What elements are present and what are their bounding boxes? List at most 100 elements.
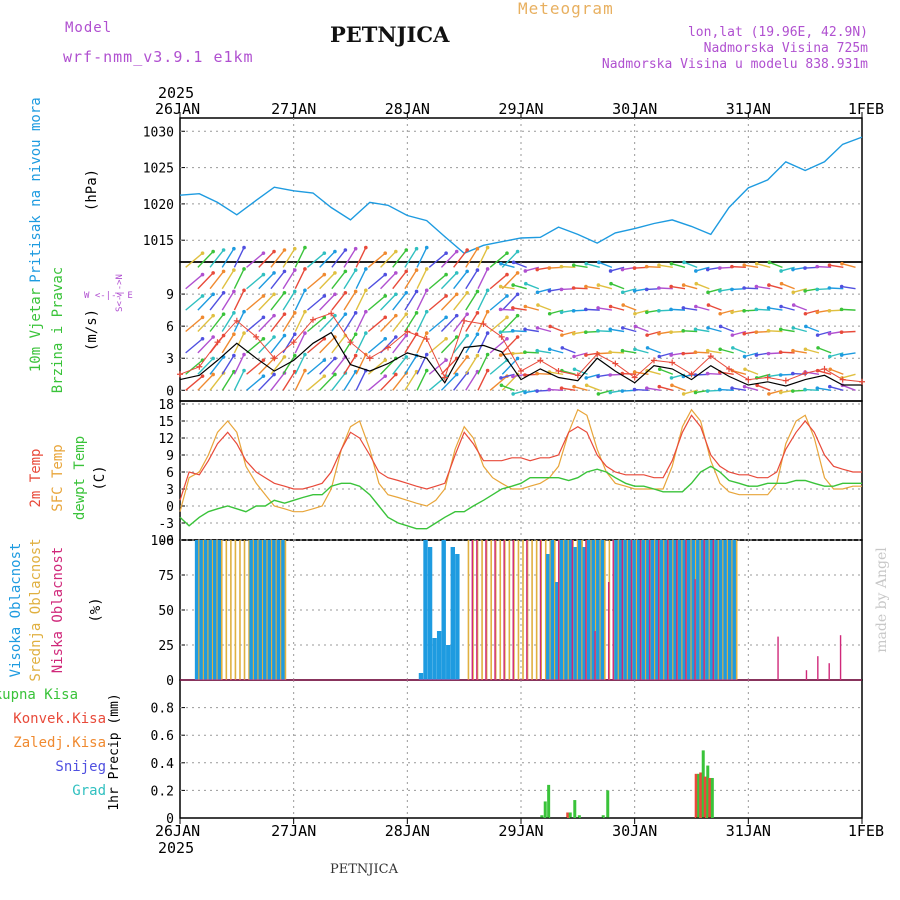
gust-marker	[461, 317, 468, 324]
wind-arrow-head	[232, 332, 236, 337]
y-tick-label-temperature: 3	[166, 483, 174, 498]
cloud-low-bar	[639, 540, 642, 680]
wind-arrow	[428, 252, 447, 268]
cloud-high-bar	[194, 540, 200, 680]
wind-arrow	[319, 293, 336, 311]
wind-arrow	[707, 327, 722, 333]
cloud-mid-bar	[644, 540, 647, 680]
wind-arrow-head	[272, 372, 276, 377]
wind-arrow-head	[485, 309, 490, 314]
wind-arrow	[524, 328, 539, 333]
wind-arrow	[343, 269, 357, 290]
wind-arrow-head	[404, 248, 409, 252]
cloud-high-bar	[550, 540, 556, 680]
wind-arrow-head	[828, 367, 833, 372]
wind-arrow-head	[754, 330, 759, 335]
wind-arrow-head	[261, 336, 266, 341]
wind-arrow-head	[424, 245, 429, 250]
wind-arrow-head	[778, 390, 783, 395]
cloud-high-bar	[687, 540, 692, 680]
wind-arrow	[634, 348, 649, 354]
cloud-mid-bar	[280, 540, 282, 680]
wind-arrow-head	[743, 367, 747, 372]
wind-arrow-head	[505, 272, 509, 277]
wind-arrow-head	[584, 261, 589, 266]
cloud-high-title: Visoka Oblacnost	[8, 543, 24, 678]
wind-arrow	[440, 336, 458, 354]
cloud-high-bar	[568, 540, 574, 680]
gust-marker	[366, 355, 373, 362]
cloud-high-bar	[432, 638, 437, 680]
wind-arrow	[355, 290, 367, 311]
cloud-mid-bar	[499, 540, 502, 680]
wind-arrow-head	[404, 355, 409, 359]
cloud-mid-bar	[225, 540, 228, 680]
wind-arrow	[829, 264, 844, 269]
y-tick-label-pressure: 1020	[143, 198, 174, 213]
wind-arrow	[233, 290, 245, 311]
wind-arrow	[246, 359, 264, 375]
wind-arrow	[512, 307, 527, 311]
wind-arrow-head	[669, 307, 673, 312]
gust-marker	[233, 317, 240, 324]
wind-arrow	[453, 372, 468, 391]
wind-arrow	[428, 316, 447, 333]
wind-arrow-head	[242, 267, 246, 271]
cloud-mid-bar	[211, 540, 214, 680]
gust-marker	[821, 365, 828, 372]
wind-arrow	[367, 274, 386, 290]
wind-arrow	[343, 291, 357, 311]
wind-arrow	[331, 372, 346, 391]
wind-arrow	[197, 336, 214, 354]
wind-arrow-head	[303, 288, 307, 293]
wind-arrow	[185, 359, 203, 375]
gust-marker	[271, 355, 278, 362]
wind-arrow-head	[211, 356, 215, 361]
wind-arrow-head	[669, 376, 674, 380]
temp-2m-line	[179, 414, 862, 501]
gust-marker	[441, 374, 448, 381]
cloud-high-bar	[272, 540, 277, 680]
wind-arrow	[270, 249, 286, 268]
wind-arrow	[561, 387, 576, 391]
wind-arrow-head	[242, 309, 246, 314]
cloud-low-bar	[485, 540, 487, 680]
station-title: PETNJICA	[330, 22, 450, 47]
wind-arrow-head	[803, 311, 808, 316]
wind-arrow	[573, 264, 588, 269]
wind-arrow	[489, 252, 508, 268]
cloud-mid-bar	[722, 540, 724, 680]
wind-arrow-head	[485, 245, 490, 250]
wind-arrow-head	[261, 294, 266, 298]
cloud-low-bar	[685, 540, 687, 680]
wind-arrow	[500, 308, 515, 311]
wind-arrow-head	[282, 312, 287, 316]
wind-arrow	[185, 295, 203, 311]
wind-arrow	[307, 338, 325, 354]
wind-arrow-head	[559, 310, 564, 315]
wind-arrow	[647, 347, 661, 354]
cloud-mid-bar	[672, 540, 674, 680]
y-tick-label-temperature: 18	[158, 398, 174, 413]
wind-arrow-head	[523, 390, 527, 395]
wind-arrow-head	[827, 331, 832, 336]
wind-arrow-head	[596, 374, 600, 379]
wind-arrow	[489, 375, 508, 391]
wind-arrow-head	[681, 306, 686, 310]
wind-arrow-head	[742, 309, 746, 313]
wind-arrow-head	[632, 370, 637, 374]
wind-arrow	[221, 269, 235, 290]
wind-arrow-head	[584, 284, 588, 289]
y-tick-label-wind: 3	[166, 352, 174, 367]
wind-arrow-head	[414, 268, 419, 272]
wind-arrow	[561, 369, 576, 375]
product-title: Meteogram	[518, 0, 614, 18]
wind-arrow-head	[669, 353, 673, 357]
wind-arrow	[829, 386, 844, 391]
wind-arrow-head	[827, 286, 832, 290]
wind-arrow-head	[485, 352, 490, 357]
cloud-high-bar	[618, 540, 624, 680]
wind-arrow	[573, 386, 588, 391]
wind-arrow	[404, 312, 418, 332]
wind-arrow-head	[364, 288, 368, 293]
